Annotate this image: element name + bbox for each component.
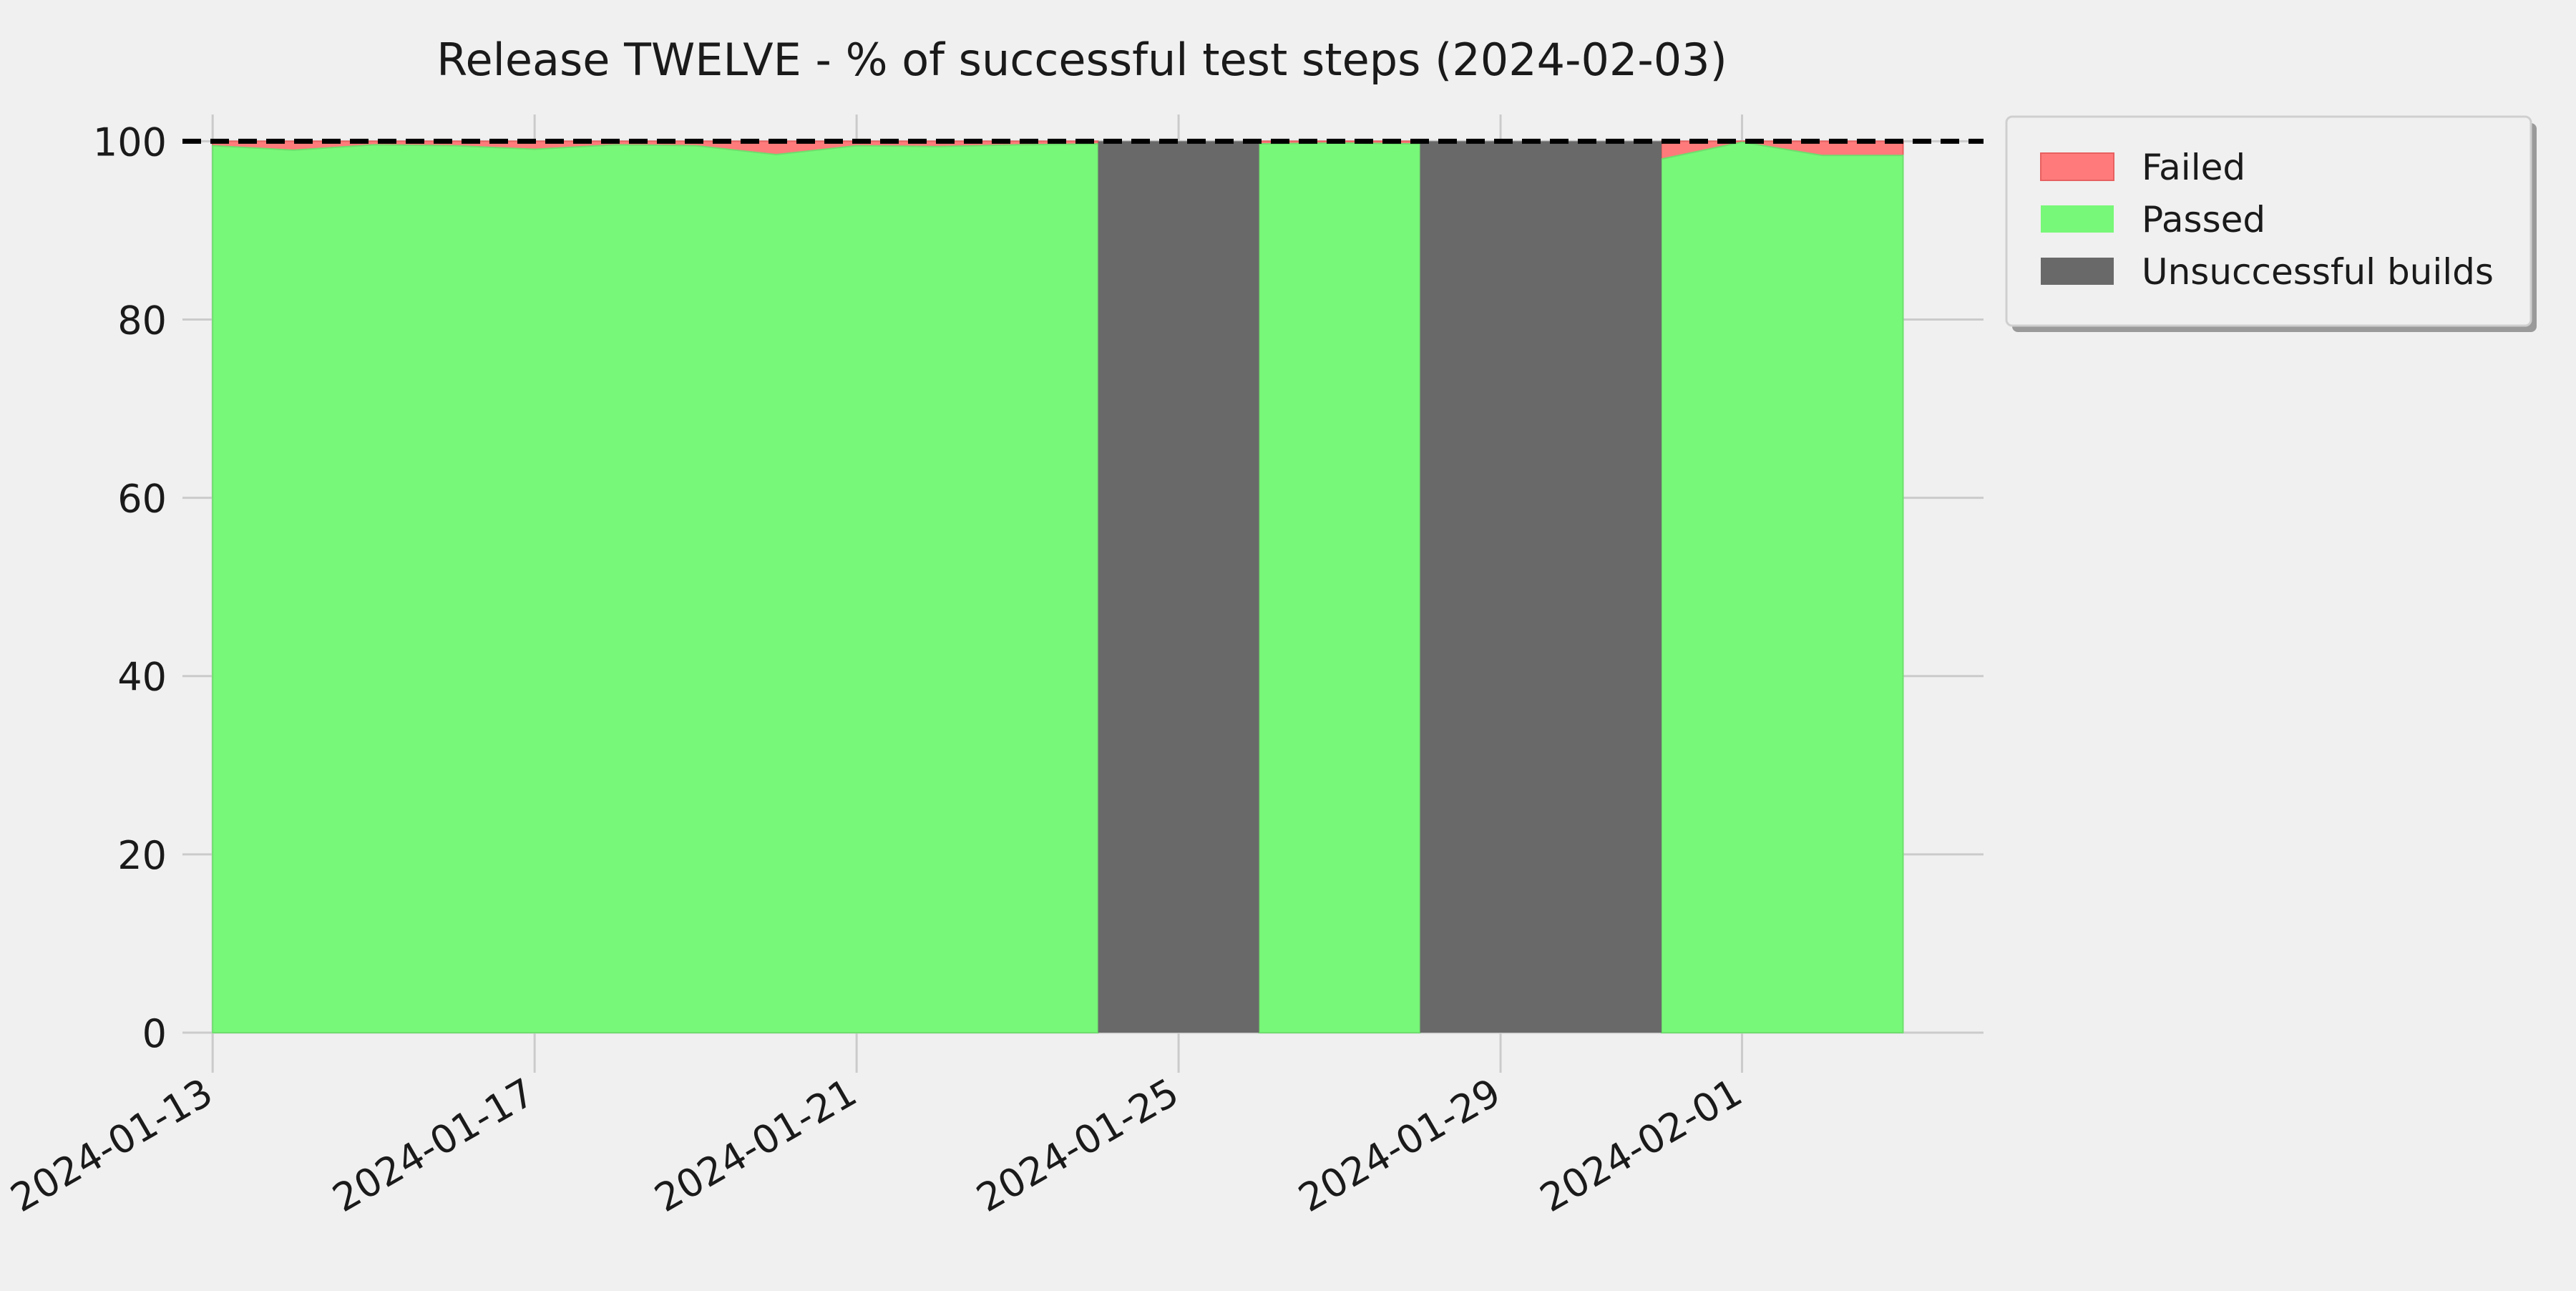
legend-swatch: [2041, 258, 2114, 285]
legend-box: [2005, 115, 2532, 327]
legend-label: Failed: [2142, 147, 2245, 188]
y-tick-label: 60: [117, 477, 167, 522]
legend: Failed Passed Unsuccessful builds: [2005, 115, 2537, 332]
legend-swatch: [2041, 205, 2114, 233]
passed-area-segment: [1661, 141, 1904, 1033]
unsuccessful-build-bar: [1420, 141, 1662, 1033]
y-tick-label: 40: [117, 655, 167, 700]
y-tick-label: 20: [117, 833, 167, 878]
y-tick-label: 0: [142, 1011, 167, 1056]
y-tick-label: 80: [117, 298, 167, 343]
legend-label: Unsuccessful builds: [2142, 251, 2494, 293]
passed-area-segment: [1258, 142, 1421, 1033]
unsuccessful-build-bar: [1098, 141, 1259, 1033]
legend-swatch: [2040, 152, 2114, 181]
y-tick-label: 100: [93, 120, 167, 165]
chart-title: Release TWELVE - % of successful test st…: [436, 34, 1727, 86]
passed-area-segment: [212, 143, 1099, 1033]
legend-label: Passed: [2142, 199, 2265, 240]
